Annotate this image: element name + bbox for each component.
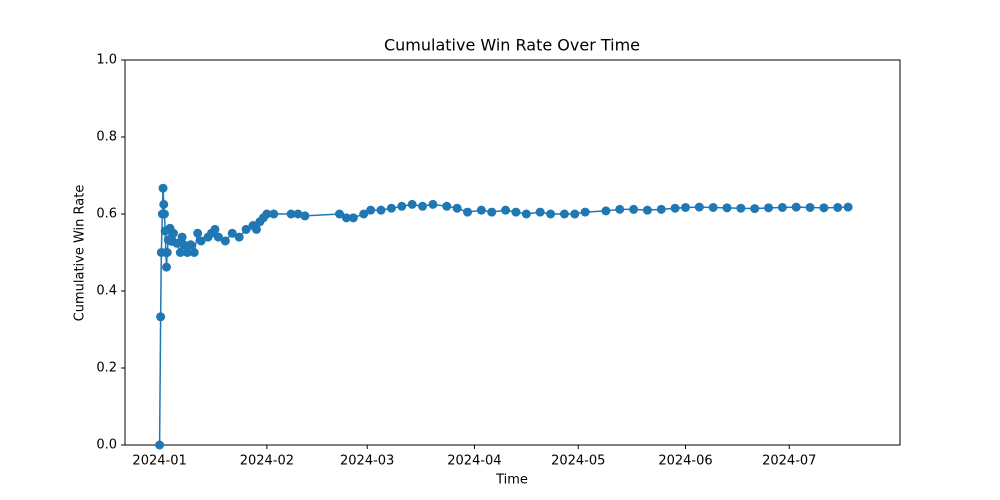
point [629, 204, 639, 214]
point [300, 211, 310, 221]
point [546, 209, 556, 219]
point [397, 201, 407, 211]
point [159, 209, 169, 219]
x-tick-label: 2024-02 [240, 454, 294, 469]
point [293, 209, 303, 219]
point [570, 209, 580, 219]
point [162, 262, 172, 272]
point [168, 228, 178, 238]
point [335, 209, 345, 219]
point [182, 248, 192, 257]
point [428, 199, 438, 209]
point [487, 207, 497, 217]
point [179, 240, 189, 250]
point [341, 213, 351, 223]
y-tick-label: 0.2 [96, 361, 117, 376]
point [580, 207, 590, 217]
point [193, 228, 203, 238]
point [269, 209, 279, 219]
point [386, 203, 396, 213]
point [708, 202, 718, 212]
point [843, 202, 853, 212]
y-tick-label: 0.0 [96, 438, 117, 453]
point [234, 232, 244, 242]
point [670, 203, 680, 213]
point [418, 201, 428, 211]
point [220, 236, 230, 246]
x-tick-label: 2024-05 [551, 454, 605, 469]
point [722, 203, 732, 213]
point [210, 224, 220, 234]
y-tick-label: 1.0 [96, 53, 117, 68]
point [791, 202, 801, 212]
point [189, 248, 199, 257]
point [819, 203, 829, 213]
point [501, 205, 511, 215]
x-tick-label: 2024-06 [658, 454, 712, 469]
point [359, 209, 369, 219]
x-tick-label: 2024-04 [447, 454, 501, 469]
point [601, 206, 611, 216]
y-tick-label: 0.8 [96, 130, 117, 145]
chart-title: Cumulative Win Rate Over Time [384, 36, 640, 55]
y-tick-label: 0.4 [96, 284, 117, 299]
point [656, 204, 666, 214]
point [175, 248, 185, 257]
point [694, 202, 704, 212]
point [177, 232, 187, 242]
x-tick-label: 2024-01 [132, 454, 186, 469]
point [615, 204, 625, 214]
point [172, 238, 182, 248]
point [376, 205, 386, 215]
point [442, 201, 452, 211]
point [777, 202, 787, 212]
point [535, 207, 545, 217]
point [833, 202, 843, 212]
point [186, 240, 196, 250]
point [241, 224, 251, 234]
x-tick-label: 2024-07 [762, 454, 816, 469]
y-tick-label: 0.6 [96, 207, 117, 222]
point [764, 203, 774, 213]
point [196, 236, 206, 246]
point [452, 203, 462, 213]
plot-frame [124, 59, 901, 446]
point [286, 209, 296, 219]
point [366, 205, 376, 215]
point [805, 202, 815, 212]
point [155, 440, 165, 450]
x-axis-label: Time [495, 473, 528, 488]
point [227, 228, 237, 238]
point [521, 209, 531, 219]
point [162, 248, 172, 257]
point [736, 203, 746, 213]
point [213, 232, 223, 242]
point [262, 209, 272, 219]
x-tick-label: 2024-03 [340, 454, 394, 469]
point [251, 224, 261, 234]
point [642, 205, 652, 215]
point [156, 312, 166, 322]
point [680, 202, 690, 212]
point [159, 199, 169, 209]
y-axis-label: Cumulative Win Rate [73, 185, 88, 322]
point [750, 204, 760, 214]
point [559, 209, 569, 219]
point [476, 205, 486, 215]
point [158, 183, 168, 193]
point [348, 213, 358, 223]
point [463, 207, 473, 217]
point [511, 207, 521, 217]
point [407, 199, 417, 209]
